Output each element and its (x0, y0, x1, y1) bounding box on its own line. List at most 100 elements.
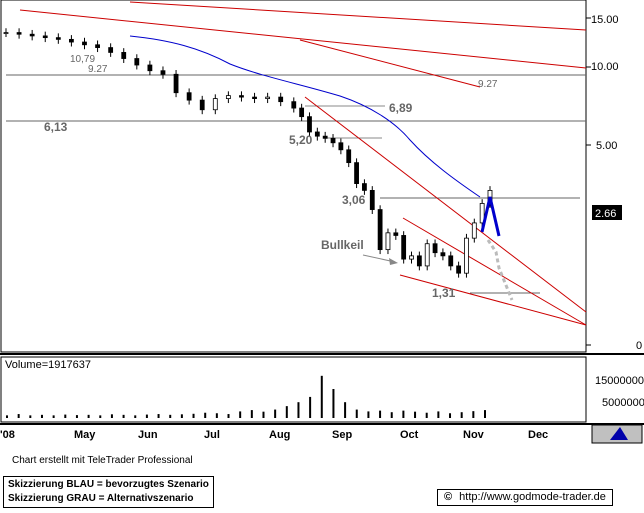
website-link[interactable]: © http://www.godmode-trader.de (437, 489, 613, 506)
volume-label: Volume=1917637 (5, 359, 91, 371)
wedge-lower-line (399, 274, 587, 326)
volume-bar (192, 413, 195, 418)
price-candle (3, 32, 9, 34)
trendline-upper-3 (299, 39, 481, 88)
price-candle (330, 137, 336, 144)
volume-bar (40, 414, 43, 418)
x-label-may: May (74, 429, 96, 441)
label-520: 5,20 (289, 133, 313, 147)
volume-bar (402, 410, 405, 418)
volume-bar (87, 414, 90, 418)
volume-bar (297, 402, 300, 418)
volume-bar (157, 414, 160, 418)
label-689: 6,89 (389, 101, 413, 115)
price-tick-5: 5.00 (596, 140, 617, 152)
price-candle (314, 131, 320, 137)
volume-bar (122, 414, 125, 418)
volume-bar (332, 389, 335, 418)
price-candle (186, 92, 192, 101)
label-306: 3,06 (342, 193, 366, 207)
legend-gray: Skizzierung GRAU = Alternativszenario (8, 493, 194, 504)
label-927-right: 9.27 (478, 79, 498, 90)
price-candle (322, 135, 328, 139)
price-candle (252, 96, 257, 99)
x-label-dec: Dec (528, 429, 548, 441)
volume-bar (472, 411, 475, 418)
price-candle (401, 235, 407, 260)
price-chart: 10,79 9.27 6,89 6,13 5,20 3,06 1,31 9.27… (0, 0, 644, 444)
volume-bar (250, 410, 253, 418)
x-label-jul: Jul (204, 429, 220, 441)
price-candle (377, 209, 383, 251)
price-candle (369, 190, 375, 210)
price-candle (121, 52, 127, 59)
scenario-legend: Skizzierung BLAU = bevorzugtes Szenario … (3, 476, 214, 508)
price-candles (3, 28, 493, 278)
last-price-label: 2.66 (595, 208, 616, 220)
volume-bar (367, 411, 370, 418)
volume-bar (460, 412, 463, 418)
volume-bar (204, 412, 207, 418)
volume-bars (6, 375, 486, 418)
volume-bar (414, 411, 417, 418)
volume-bar (274, 409, 277, 418)
volume-bar (390, 412, 393, 418)
trendline-upper-2 (19, 9, 587, 69)
price-candle (134, 58, 140, 66)
price-candle (432, 243, 438, 254)
price-candle (416, 255, 422, 267)
bullkeil-label: Bullkeil (321, 238, 364, 252)
wedge-middle-line (402, 217, 587, 326)
price-candle (95, 44, 100, 48)
price-candle (29, 33, 35, 37)
price-candle (346, 149, 352, 164)
volume-bar (99, 415, 102, 418)
x-label-nov: Nov (463, 429, 485, 441)
volume-tick-5m: 5000000 (602, 397, 644, 409)
volume-bar (239, 411, 242, 418)
x-label-jun: Jun (138, 429, 158, 441)
volume-bar (215, 413, 218, 418)
volume-bar (437, 411, 440, 418)
last-price-box (592, 205, 622, 220)
volume-bar (449, 413, 452, 418)
price-candle (212, 98, 218, 111)
price-tick-15: 15.00 (591, 14, 619, 26)
volume-bar (425, 412, 428, 418)
volume-bar (379, 410, 382, 418)
volume-bar (6, 415, 8, 418)
website-url[interactable]: http://www.godmode-trader.de (459, 491, 606, 503)
price-candle (160, 70, 166, 75)
price-candle (393, 232, 399, 236)
volume-bar (110, 414, 113, 418)
price-candle (307, 116, 312, 133)
price-candle (16, 32, 22, 35)
price-candle (338, 142, 344, 151)
price-candle (82, 41, 87, 46)
price-candle (69, 38, 74, 43)
price-candle (456, 265, 462, 274)
trendline-upper-1 (129, 1, 587, 31)
price-candle (42, 35, 48, 39)
volume-bar (355, 409, 358, 418)
price-candle (173, 73, 179, 94)
price-candle (199, 99, 205, 111)
price-candle (424, 243, 430, 267)
volume-bar (180, 414, 183, 418)
price-candle (448, 255, 454, 267)
chart-credit: Chart erstellt mit TeleTrader Profession… (12, 455, 193, 466)
price-candle (464, 237, 469, 274)
volume-bar (134, 415, 137, 418)
volume-panel (0, 356, 587, 423)
price-candle (147, 64, 153, 72)
volume-bar (29, 415, 32, 418)
scroll-arrow-icon[interactable] (610, 427, 628, 440)
price-candle (55, 37, 61, 40)
x-label-08: '08 (0, 429, 15, 441)
volume-bar (75, 415, 78, 418)
x-label-oct: Oct (400, 429, 419, 441)
legend-blue: Skizzierung BLAU = bevorzugtes Szenario (8, 479, 209, 490)
price-candle (385, 232, 391, 251)
price-candle (239, 95, 244, 98)
price-candle (299, 107, 305, 118)
